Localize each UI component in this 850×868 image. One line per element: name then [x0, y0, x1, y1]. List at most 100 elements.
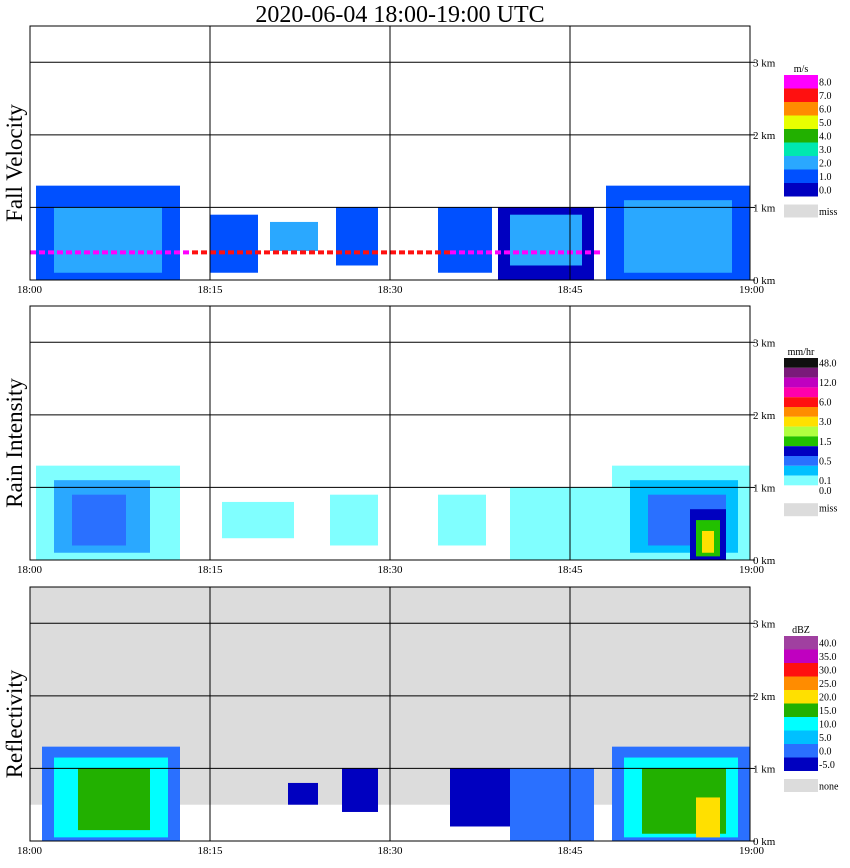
legend-swatch — [784, 436, 818, 447]
legend-swatch — [784, 169, 818, 183]
panel-frame — [29, 305, 751, 561]
y-tick-label: 0 km — [753, 275, 776, 287]
y-tick-label: 2 km — [753, 410, 776, 422]
legend-swatch — [784, 676, 818, 690]
legend-swatch — [784, 142, 818, 156]
legend-swatch — [784, 129, 818, 143]
legend-swatch — [784, 156, 818, 170]
x-tick-label: 18:30 — [377, 564, 403, 576]
x-tick-label: 18:15 — [197, 845, 223, 857]
data-region — [288, 782, 318, 805]
legend-swatch — [784, 757, 818, 771]
legend-unit: dBZ — [792, 625, 810, 636]
x-tick-label: 18:00 — [17, 564, 43, 576]
legend-swatch — [784, 485, 818, 496]
legend-label: 0.0 — [819, 486, 832, 497]
y-tick-label: 1 km — [753, 482, 776, 494]
legend-label: miss — [819, 207, 837, 218]
data-region — [54, 207, 162, 273]
legend-swatch — [784, 730, 818, 744]
legend-label: 40.0 — [819, 638, 837, 649]
x-tick-label: 19:00 — [739, 284, 765, 296]
legend-swatch — [784, 115, 818, 129]
legend-label: 0.0 — [819, 746, 832, 757]
x-tick-label: 18:00 — [17, 845, 43, 857]
legend-swatch — [784, 367, 818, 378]
legend-swatch — [784, 426, 818, 437]
y-tick-label: 1 km — [753, 763, 776, 775]
legend-label: 3.0 — [819, 145, 832, 156]
legend-label: 10.0 — [819, 719, 837, 730]
legend: mm/hr 48.0 12.0 6.0 3.0 1.5 0.5 0.10.0 miss — [784, 347, 837, 517]
legend-label: 5.0 — [819, 118, 832, 129]
legend-label: 1.0 — [819, 172, 832, 183]
x-tick-label: 18:45 — [557, 284, 583, 296]
data-region — [438, 494, 486, 546]
legend: m/s 8.0 7.0 6.0 5.0 4.0 3.0 2.0 1.0 0.0 miss — [784, 64, 837, 218]
legend-swatch — [784, 717, 818, 731]
y-tick-label: 3 km — [753, 57, 776, 69]
legend-swatch — [784, 387, 818, 398]
legend-swatch — [784, 407, 818, 417]
legend-swatch — [784, 703, 818, 717]
data-region — [438, 207, 492, 273]
x-tick-label: 18:15 — [197, 284, 223, 296]
data-region — [336, 207, 378, 266]
x-tick-label: 18:00 — [17, 284, 43, 296]
data-region — [78, 768, 150, 831]
legend-label: 12.0 — [819, 378, 837, 389]
legend-label: 25.0 — [819, 679, 837, 690]
legend-label: 15.0 — [819, 706, 837, 717]
legend-label: 20.0 — [819, 692, 837, 703]
x-tick-label: 18:45 — [557, 845, 583, 857]
legend-swatch — [784, 690, 818, 704]
panels: 0 km 1 km 2 km 3 km 18:00 18:15 18:30 18:45 19:0… — [2, 25, 839, 857]
data-region — [510, 487, 618, 560]
legend-label: 5.0 — [819, 733, 832, 744]
x-tick-label: 18:30 — [377, 845, 403, 857]
legend-label: 2.0 — [819, 158, 832, 169]
legend-swatch — [784, 744, 818, 758]
data-region — [342, 768, 378, 812]
legend-label: 4.0 — [819, 131, 832, 142]
x-tick-label: 19:00 — [739, 845, 765, 857]
legend-unit: m/s — [794, 64, 809, 75]
y-tick-label: 2 km — [753, 130, 776, 142]
legend-swatch — [784, 475, 818, 486]
data-region — [510, 768, 594, 841]
legend-label: 48.0 — [819, 358, 837, 369]
data-region — [222, 501, 294, 539]
data-region — [696, 797, 720, 838]
legend-label: 0.0 — [819, 185, 832, 196]
legend-unit: mm/hr — [788, 347, 815, 358]
legend-swatch — [784, 663, 818, 677]
legend-label: 7.0 — [819, 91, 832, 102]
legend-label: 0.1 — [819, 476, 832, 487]
legend-label: miss — [819, 504, 837, 515]
data-region — [270, 221, 318, 251]
panel-reflectivity: 0 km 1 km 2 km 3 km 18:00 18:15 18:30 18:45 19:0… — [2, 586, 839, 857]
panel-rain-intensity: 0 km 1 km 2 km 3 km 18:00 18:15 18:30 18:45 19:0… — [2, 305, 837, 576]
legend-label: 35.0 — [819, 652, 837, 663]
x-tick-label: 18:15 — [197, 564, 223, 576]
legend-label: 3.0 — [819, 417, 832, 428]
legend-swatch — [784, 636, 818, 650]
panel-fall-velocity: 0 km 1 km 2 km 3 km 18:00 18:15 18:30 18:45 19:0… — [2, 25, 837, 296]
y-tick-label: 2 km — [753, 691, 776, 703]
y-tick-label: 1 km — [753, 202, 776, 214]
legend-swatch — [784, 649, 818, 663]
legend-label: 1.5 — [819, 437, 832, 448]
legend-swatch — [784, 456, 818, 466]
legend-swatch — [784, 397, 818, 407]
legend-label: -5.0 — [819, 760, 835, 771]
y-tick-label: 3 km — [753, 337, 776, 349]
panel-frame — [29, 586, 751, 842]
legend-label: 8.0 — [819, 77, 832, 88]
legend-swatch — [784, 446, 818, 456]
x-tick-label: 18:45 — [557, 564, 583, 576]
panel-ylabel: Rain Intensity — [2, 378, 27, 508]
data-region — [624, 200, 732, 273]
legend-swatch — [784, 183, 818, 197]
legend-swatch — [784, 503, 818, 517]
